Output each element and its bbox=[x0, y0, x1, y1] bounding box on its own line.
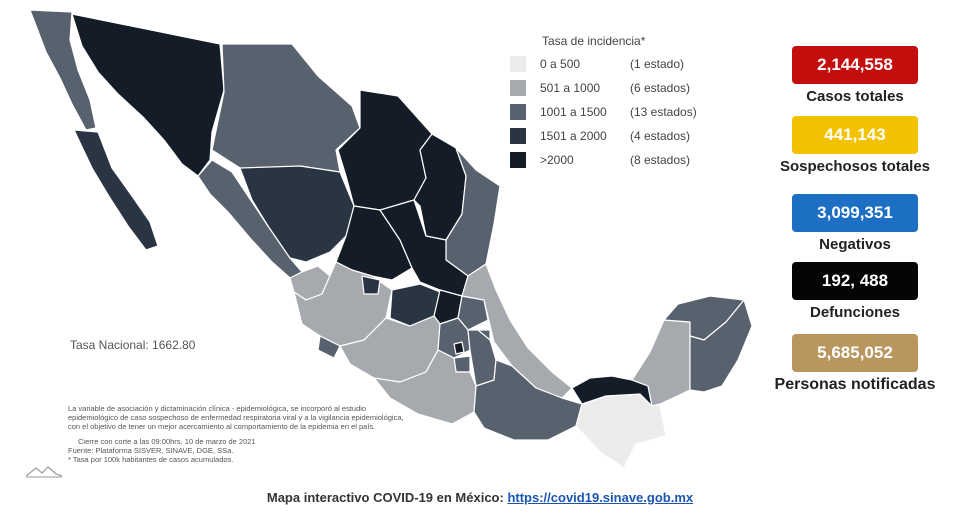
state-baja-california-sur[interactable] bbox=[73, 129, 159, 251]
tasa-nacional: Tasa Nacional: 1662.80 bbox=[70, 338, 196, 352]
footer-link[interactable]: https://covid19.sinave.gob.mx bbox=[507, 490, 694, 505]
sinave-logo-icon bbox=[26, 466, 62, 478]
legend-swatch bbox=[510, 152, 526, 168]
stat-personas-notificadas: 5,685,052 Personas notificadas bbox=[755, 334, 955, 394]
stat-label: Defunciones bbox=[809, 304, 900, 321]
state-quintana-roo[interactable] bbox=[689, 299, 753, 393]
legend-item: 1001 a 1500 (13 estados) bbox=[510, 100, 700, 124]
state-durango[interactable] bbox=[239, 165, 355, 263]
note-line: * Tasa por 100k habitantes de casos acum… bbox=[68, 455, 234, 464]
stat-label: Sospechosos totales bbox=[779, 158, 931, 175]
methodology-note: La variable de asociación y dictaminació… bbox=[68, 404, 428, 464]
stat-value: 2,144,558 bbox=[792, 46, 918, 84]
state-chihuahua[interactable] bbox=[211, 43, 361, 173]
stat-value: 3,099,351 bbox=[792, 194, 918, 232]
footer-text: Mapa interactivo COVID-19 en México: bbox=[266, 490, 508, 505]
legend-states: (8 estados) bbox=[630, 153, 691, 167]
note-line: con el objetivo de tener un mejor acerca… bbox=[68, 422, 376, 431]
legend-title: Tasa de incidencia* bbox=[542, 34, 646, 48]
legend-swatch bbox=[510, 80, 526, 96]
state-colima[interactable] bbox=[317, 335, 341, 359]
legend-range: >2000 bbox=[540, 153, 574, 167]
stat-value: 5,685,052 bbox=[792, 334, 918, 372]
state-baja-california[interactable] bbox=[29, 9, 97, 131]
legend-range: 501 a 1000 bbox=[540, 81, 601, 95]
state-morelos[interactable] bbox=[453, 355, 471, 373]
stat-negativos: 3,099,351 Negativos bbox=[755, 194, 955, 253]
footer: Mapa interactivo COVID-19 en México: htt… bbox=[0, 490, 960, 505]
legend-swatch bbox=[510, 104, 526, 120]
note-line: epidemiológico de caso sospechoso de enf… bbox=[68, 413, 404, 422]
stat-value: 441,143 bbox=[792, 116, 918, 154]
state-cdmx[interactable] bbox=[453, 341, 465, 355]
legend-swatch bbox=[510, 128, 526, 144]
note-line: La variable de asociación y dictaminació… bbox=[68, 404, 367, 413]
legend-item: >2000 (8 estados) bbox=[510, 148, 700, 172]
note-line: Cierre con corte a las 09:00hrs, 10 de m… bbox=[78, 437, 256, 446]
stat-label: Negativos bbox=[819, 236, 891, 253]
stat-casos-totales: 2,144,558 Casos totales bbox=[755, 46, 955, 105]
state-aguascalientes[interactable] bbox=[361, 275, 381, 295]
stat-label: Casos totales bbox=[806, 88, 904, 105]
legend-swatch bbox=[510, 56, 526, 72]
legend-item: 0 a 500 (1 estado) bbox=[510, 52, 700, 76]
stat-sospechosos-totales: 441,143 Sospechosos totales bbox=[755, 116, 955, 175]
legend-states: (1 estado) bbox=[630, 57, 685, 71]
legend-range: 1001 a 1500 bbox=[540, 105, 607, 119]
legend-range: 0 a 500 bbox=[540, 57, 581, 71]
state-guerrero[interactable] bbox=[373, 349, 477, 425]
stat-defunciones: 192, 488 Defunciones bbox=[755, 262, 955, 321]
legend-item: 1501 a 2000 (4 estados) bbox=[510, 124, 700, 148]
legend-range: 1501 a 2000 bbox=[540, 129, 607, 143]
legend-item: 501 a 1000 (6 estados) bbox=[510, 76, 700, 100]
incidence-legend: Tasa de incidencia* 0 a 500 (1 estado) 5… bbox=[510, 34, 700, 172]
legend-states: (6 estados) bbox=[630, 81, 691, 95]
stat-label: Personas notificadas bbox=[774, 376, 936, 393]
state-veracruz[interactable] bbox=[461, 263, 573, 399]
stat-value: 192, 488 bbox=[792, 262, 918, 300]
note-line: Fuente: Plataforma SISVER, SINAVE, DGE, … bbox=[68, 446, 234, 455]
legend-states: (13 estados) bbox=[630, 105, 697, 119]
legend-states: (4 estados) bbox=[630, 129, 691, 143]
